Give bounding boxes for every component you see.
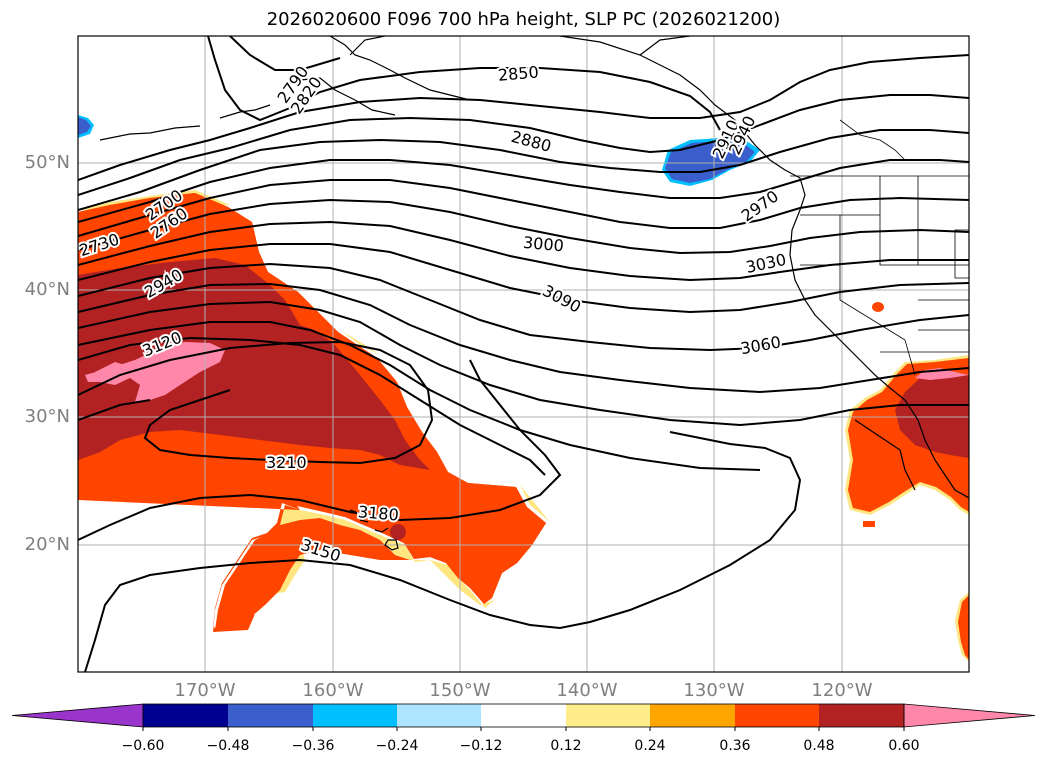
colorbar-segment xyxy=(566,704,650,727)
lon-label: 150°W xyxy=(429,680,491,701)
colorbar xyxy=(11,703,1036,731)
colorbar-tick-label: −0.36 xyxy=(291,738,335,754)
contour-label: 2850 xyxy=(497,62,539,84)
colorbar-segment xyxy=(481,704,566,727)
lon-label: 130°W xyxy=(683,680,745,701)
contour-label: 3090 xyxy=(539,281,584,317)
colorbar-segment xyxy=(819,704,904,727)
colorbar-tick-label: −0.12 xyxy=(459,738,503,754)
shading-positive xyxy=(78,190,969,662)
colorbar-tick-label: −0.48 xyxy=(206,738,250,754)
lon-label: 120°W xyxy=(811,680,873,701)
colorbar-extend-high xyxy=(903,703,1036,728)
map-title: 2026020600 F096 700 hPa height, SLP PC (… xyxy=(266,9,781,30)
lon-label: 140°W xyxy=(556,680,618,701)
colorbar-tick-label: 0.12 xyxy=(550,738,582,754)
colorbar-segment xyxy=(313,704,397,727)
lat-label: 50°N xyxy=(24,152,70,173)
colorbar-segment xyxy=(397,704,481,727)
height-contours xyxy=(78,36,969,672)
colorbar-tick-label: 0.48 xyxy=(803,738,835,754)
contour-label: 3000 xyxy=(522,233,564,255)
colorbar-tick-label: −0.24 xyxy=(375,738,419,754)
colorbar-segment xyxy=(228,704,313,727)
colorbar-segment xyxy=(735,704,819,727)
lon-label: 160°W xyxy=(302,680,364,701)
colorbar-tick-label: 0.60 xyxy=(888,738,920,754)
contour-label: 3210 xyxy=(266,453,307,472)
contour-label: 3180 xyxy=(357,502,399,524)
colorbar-tick-label: 0.24 xyxy=(634,738,666,754)
colorbar-segment xyxy=(143,704,228,727)
lat-label: 40°N xyxy=(24,279,70,300)
contour-label: 3060 xyxy=(739,332,782,358)
colorbar-tick-label: 0.36 xyxy=(719,738,751,754)
coastlines xyxy=(99,36,969,551)
political-borders xyxy=(790,119,969,376)
colorbar-tick-label: −0.60 xyxy=(121,738,165,754)
map-frame xyxy=(77,35,970,673)
lon-label: 170°W xyxy=(174,680,236,701)
contour-label: 3030 xyxy=(744,250,788,277)
lat-label: 30°N xyxy=(24,406,70,427)
colorbar-extend-low xyxy=(11,703,144,728)
lat-label: 20°N xyxy=(24,534,70,555)
colorbar-segment xyxy=(650,704,735,727)
